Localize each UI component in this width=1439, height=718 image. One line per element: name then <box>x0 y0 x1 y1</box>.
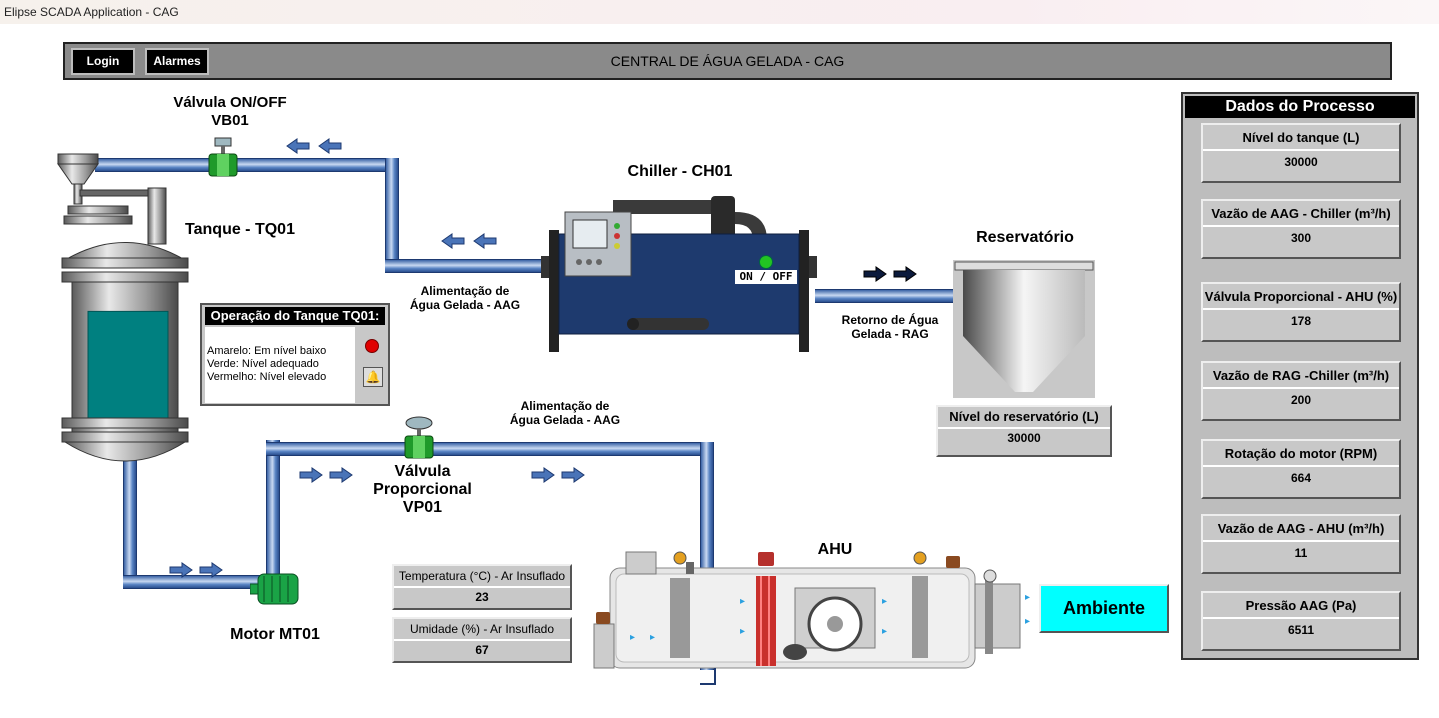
page-title: CENTRAL DE ÁGUA GELADA - CAG <box>610 53 845 69</box>
tank-op-line1: Amarelo: Em nível baixo <box>207 345 327 357</box>
temperature-label: Temperatura (°C) - Ar Insuflado <box>394 566 570 588</box>
pipe-rag <box>815 289 965 303</box>
tank-label: Tanque - TQ01 <box>185 221 295 238</box>
rag-label-line2: Gelada - RAG <box>851 327 929 341</box>
process-item-label: Nível do tanque (L) <box>1203 127 1399 151</box>
process-item-value: 30000 <box>1284 155 1318 169</box>
aag-label-1-line1: Alimentação de <box>420 284 510 298</box>
process-item-label: Válvula Proporcional - AHU (%) <box>1203 286 1399 310</box>
process-item-value: 300 <box>1290 231 1312 245</box>
svg-text:▸: ▸ <box>650 632 655 643</box>
reservoir-level-value: 30000 <box>1007 431 1041 445</box>
reservoir-label: Reservatório <box>976 229 1074 246</box>
process-item-value: 178 <box>1290 314 1312 328</box>
reservoir-icon <box>953 260 1095 398</box>
process-item: Nível do tanque (L) 30000 <box>1201 123 1401 183</box>
tank-status-indicator <box>365 339 379 353</box>
process-item-label: Pressão AAG (Pa) <box>1203 595 1399 619</box>
flow-arrows-top <box>286 138 342 154</box>
valve-vb01-line2: VB01 <box>211 112 249 129</box>
aag-label-1: Alimentação de Água Gelada - AAG <box>395 284 535 312</box>
alarms-button[interactable]: Alarmes <box>145 48 209 75</box>
flow-arrows-motor <box>169 562 223 578</box>
tank-tq01-icon <box>57 153 189 462</box>
valve-vb01-label: Válvula ON/OFF VB01 <box>140 94 320 130</box>
pipe-vertical-1 <box>385 158 399 273</box>
process-item-value: 11 <box>1294 546 1308 560</box>
chiller-onoff-switch[interactable]: ON / OFF <box>735 270 797 284</box>
rag-label: Retorno de Água Gelada - RAG <box>825 313 955 341</box>
svg-text:▸: ▸ <box>630 632 635 643</box>
process-item: Válvula Proporcional - AHU (%) 178 <box>1201 282 1401 342</box>
process-data-title: Dados do Processo <box>1185 96 1415 118</box>
svg-text:▸: ▸ <box>882 626 887 637</box>
flow-arrows-aag-1 <box>441 233 497 249</box>
motor-label: Motor MT01 <box>230 626 320 643</box>
valve-vb01-line1: Válvula ON/OFF <box>173 94 287 111</box>
svg-text:▸: ▸ <box>740 626 745 637</box>
rag-label-line1: Retorno de Água <box>841 313 939 327</box>
process-item-value: 200 <box>1290 393 1312 407</box>
process-item: Vazão de RAG -Chiller (m³/h) 200 <box>1201 361 1401 421</box>
process-item-value: 6511 <box>1287 623 1315 637</box>
chiller-indicator <box>759 255 773 269</box>
reservoir-level-label: Nível do reservatório (L) <box>938 407 1110 429</box>
flow-arrows-bottom-1 <box>299 467 353 483</box>
ahu-label: AHU <box>817 541 853 558</box>
window-title: Elipse SCADA Application - CAG <box>0 0 1439 24</box>
valve-vp01-line3: VP01 <box>402 499 443 516</box>
flow-arrows-bottom-2 <box>531 467 585 483</box>
process-item-label: Vazão de AAG - Chiller (m³/h) <box>1203 203 1399 227</box>
valve-vp01-line2: Proporcional <box>373 481 472 498</box>
valve-vp01-label: Válvula Proporcional VP01 <box>350 463 495 517</box>
svg-text:▸: ▸ <box>882 596 887 607</box>
pipe-tank-down <box>123 460 137 588</box>
aag-label-2-line2: Água Gelada - AAG <box>509 413 621 427</box>
process-item-label: Vazão de AAG - AHU (m³/h) <box>1203 518 1399 542</box>
process-item: Rotação do motor (RPM) 664 <box>1201 439 1401 499</box>
humidity-panel: Umidade (%) - Ar Insuflado 67 <box>392 617 572 663</box>
process-item: Pressão AAG (Pa) 6511 <box>1201 591 1401 651</box>
pipe-top <box>95 158 395 172</box>
login-button[interactable]: Login <box>71 48 135 75</box>
process-item-value: 664 <box>1290 471 1312 485</box>
reservoir-level-panel: Nível do reservatório (L) 30000 <box>936 405 1112 457</box>
ahu-unit-icon: ▸ ▸ ▸ ▸ ▸ ▸ ▸ ▸ <box>593 551 1030 669</box>
process-item: Vazão de AAG - AHU (m³/h) 11 <box>1201 514 1401 574</box>
flow-arrows-rag <box>863 266 917 282</box>
pipe-bottom <box>123 575 273 589</box>
ahu-return-pipe <box>700 668 716 685</box>
ambiente-box[interactable]: Ambiente <box>1039 584 1169 633</box>
aag-label-1-line2: Água Gelada - AAG <box>409 298 521 312</box>
pipe-aag-ahu <box>266 442 714 456</box>
process-data-panel: Dados do Processo Nível do tanque (L) 30… <box>1181 92 1419 660</box>
aag-label-2: Alimentação de Água Gelada - AAG <box>495 399 635 427</box>
tank-operation-panel: Operação do Tanque TQ01: Amarelo: Em nív… <box>200 303 390 406</box>
temperature-panel: Temperatura (°C) - Ar Insuflado 23 <box>392 564 572 610</box>
header-bar: CENTRAL DE ÁGUA GELADA - CAG Login Alarm… <box>63 42 1392 80</box>
svg-text:▸: ▸ <box>740 596 745 607</box>
alarm-bell-icon[interactable]: 🔔 <box>363 367 383 387</box>
chiller-label: Chiller - CH01 <box>627 163 733 180</box>
valve-vp01-line1: Válvula <box>394 463 451 480</box>
humidity-label: Umidade (%) - Ar Insuflado <box>394 619 570 641</box>
process-item: Vazão de AAG - Chiller (m³/h) 300 <box>1201 199 1401 259</box>
svg-text:▸: ▸ <box>1025 592 1030 603</box>
motor-mt01-icon <box>250 573 299 605</box>
humidity-value: 67 <box>475 643 489 657</box>
aag-label-2-line1: Alimentação de <box>520 399 610 413</box>
svg-text:▸: ▸ <box>1025 616 1030 627</box>
tank-op-line2: Verde: Nível adequado <box>207 358 319 370</box>
chiller-ch01-icon <box>541 196 817 352</box>
valve-vp01-icon[interactable] <box>401 416 437 460</box>
pipe-vertical-2 <box>266 440 280 590</box>
tank-operation-title: Operação do Tanque TQ01: <box>205 307 385 325</box>
pipe-aag-chiller <box>385 259 550 273</box>
tank-op-line3: Vermelho: Nível elevado <box>207 371 327 383</box>
process-item-label: Rotação do motor (RPM) <box>1203 443 1399 467</box>
temperature-value: 23 <box>475 590 489 604</box>
process-item-label: Vazão de RAG -Chiller (m³/h) <box>1203 365 1399 389</box>
valve-vb01-icon[interactable] <box>205 136 241 178</box>
